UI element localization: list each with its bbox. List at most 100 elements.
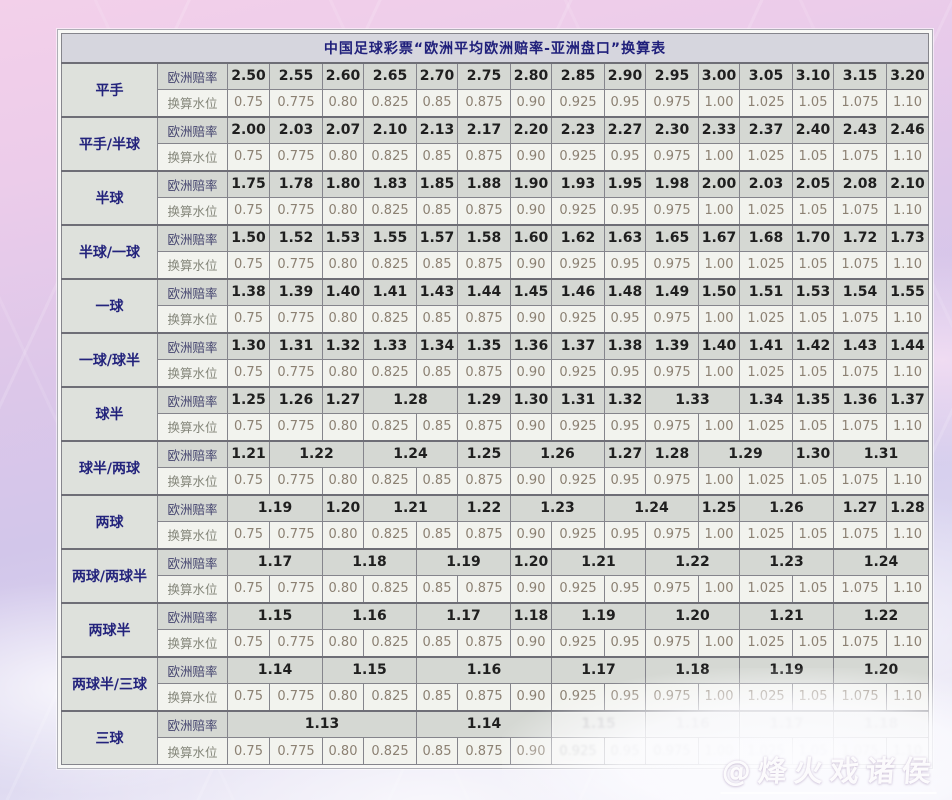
water-value-cell: 0.975 bbox=[645, 683, 699, 711]
handicap-label-cell: 半球 bbox=[61, 169, 158, 225]
odds-value-cell: 2.75 bbox=[457, 61, 511, 90]
water-value-cell: 0.975 bbox=[645, 305, 699, 333]
odds-value-cell: 2.60 bbox=[322, 61, 364, 90]
water-value-cell: 0.85 bbox=[416, 521, 458, 549]
water-value-cell: 0.975 bbox=[645, 89, 699, 117]
odds-value-cell: 1.14 bbox=[227, 655, 323, 684]
water-value-cell: 1.05 bbox=[792, 413, 834, 441]
water-value-cell: 1.025 bbox=[739, 413, 793, 441]
odds-value-cell: 2.10 bbox=[363, 115, 417, 144]
water-value-cell: 1.025 bbox=[739, 467, 793, 495]
water-row-label: 换算水位 bbox=[157, 251, 228, 279]
water-value-cell: 0.75 bbox=[227, 143, 270, 171]
water-value-cell: 0.825 bbox=[363, 305, 417, 333]
odds-value-cell: 3.05 bbox=[739, 61, 793, 90]
water-value-cell: 1.10 bbox=[885, 359, 930, 387]
odds-value-cell: 1.20 bbox=[645, 601, 740, 630]
water-value-cell: 0.875 bbox=[457, 305, 511, 333]
odds-value-cell: 1.40 bbox=[698, 331, 740, 360]
odds-value-cell: 2.55 bbox=[269, 61, 323, 90]
odds-value-cell: 1.34 bbox=[739, 385, 793, 414]
water-value-cell: 0.90 bbox=[510, 683, 552, 711]
odds-value-cell: 1.78 bbox=[269, 169, 323, 198]
odds-row-label: 欧洲赔率 bbox=[157, 331, 228, 360]
water-value-cell: 0.925 bbox=[551, 143, 605, 171]
water-value-cell: 1.05 bbox=[792, 89, 834, 117]
water-value-cell: 0.75 bbox=[227, 413, 270, 441]
water-value-cell: 0.975 bbox=[645, 359, 699, 387]
water-value-cell: 0.80 bbox=[322, 683, 364, 711]
water-value-cell: 1.075 bbox=[833, 413, 887, 441]
odds-value-cell: 2.17 bbox=[457, 115, 511, 144]
odds-value-cell: 2.43 bbox=[833, 115, 887, 144]
odds-value-cell: 2.90 bbox=[604, 61, 646, 90]
water-value-cell: 0.825 bbox=[363, 359, 417, 387]
odds-value-cell: 2.46 bbox=[885, 115, 930, 144]
odds-value-cell: 1.31 bbox=[551, 385, 605, 414]
odds-value-cell: 2.03 bbox=[269, 115, 323, 144]
odds-value-cell: 1.35 bbox=[792, 385, 834, 414]
water-value-cell: 0.825 bbox=[363, 251, 417, 279]
odds-value-cell: 1.52 bbox=[269, 223, 323, 252]
water-value-cell: 1.025 bbox=[739, 521, 793, 549]
odds-row-label: 欧洲赔率 bbox=[157, 493, 228, 522]
odds-value-cell: 1.67 bbox=[698, 223, 740, 252]
water-value-cell: 0.825 bbox=[363, 629, 417, 657]
odds-value-cell: 2.95 bbox=[645, 61, 699, 90]
water-value-cell: 0.775 bbox=[269, 251, 323, 279]
odds-value-cell: 1.38 bbox=[604, 331, 646, 360]
odds-row-label: 欧洲赔率 bbox=[157, 115, 228, 144]
odds-value-cell: 1.39 bbox=[645, 331, 699, 360]
water-value-cell: 0.975 bbox=[645, 737, 699, 765]
water-value-cell: 1.10 bbox=[885, 629, 930, 657]
odds-value-cell: 1.20 bbox=[510, 547, 552, 576]
water-value-cell: 1.10 bbox=[885, 467, 930, 495]
water-value-cell: 0.75 bbox=[227, 737, 270, 765]
water-value-cell: 1.075 bbox=[833, 305, 887, 333]
water-value-cell: 0.975 bbox=[645, 467, 699, 495]
odds-value-cell: 1.30 bbox=[792, 439, 834, 468]
odds-row-label: 欧洲赔率 bbox=[157, 277, 228, 306]
water-value-cell: 1.10 bbox=[885, 683, 930, 711]
water-value-cell: 0.775 bbox=[269, 305, 323, 333]
odds-value-cell: 1.55 bbox=[363, 223, 417, 252]
odds-value-cell: 3.15 bbox=[833, 61, 887, 90]
odds-value-cell: 2.30 bbox=[645, 115, 699, 144]
odds-value-cell: 1.72 bbox=[833, 223, 887, 252]
odds-value-cell: 3.20 bbox=[885, 61, 930, 90]
water-value-cell: 0.85 bbox=[416, 89, 458, 117]
water-value-cell: 0.85 bbox=[416, 359, 458, 387]
water-value-cell: 0.875 bbox=[457, 413, 511, 441]
water-value-cell: 0.80 bbox=[322, 305, 364, 333]
water-value-cell: 0.80 bbox=[322, 467, 364, 495]
odds-value-cell: 1.54 bbox=[833, 277, 887, 306]
water-row-label: 换算水位 bbox=[157, 413, 228, 441]
water-value-cell: 0.85 bbox=[416, 737, 458, 765]
water-value-cell: 0.875 bbox=[457, 629, 511, 657]
water-value-cell: 0.975 bbox=[645, 575, 699, 603]
water-value-cell: 1.00 bbox=[698, 467, 740, 495]
water-row-label: 换算水位 bbox=[157, 575, 228, 603]
water-value-cell: 1.10 bbox=[885, 305, 930, 333]
odds-value-cell: 1.43 bbox=[416, 277, 458, 306]
water-value-cell: 1.075 bbox=[833, 575, 887, 603]
water-value-cell: 0.875 bbox=[457, 737, 511, 765]
water-value-cell: 0.75 bbox=[227, 521, 270, 549]
odds-value-cell: 1.27 bbox=[322, 385, 364, 414]
water-value-cell: 0.75 bbox=[227, 89, 270, 117]
odds-value-cell: 2.80 bbox=[510, 61, 552, 90]
water-value-cell: 0.925 bbox=[551, 467, 605, 495]
water-value-cell: 0.775 bbox=[269, 629, 323, 657]
odds-value-cell: 2.33 bbox=[698, 115, 740, 144]
water-value-cell: 1.05 bbox=[792, 521, 834, 549]
water-value-cell: 0.95 bbox=[604, 737, 646, 765]
water-value-cell: 1.05 bbox=[792, 305, 834, 333]
water-value-cell: 0.975 bbox=[645, 143, 699, 171]
odds-value-cell: 1.85 bbox=[416, 169, 458, 198]
water-value-cell: 0.925 bbox=[551, 359, 605, 387]
water-value-cell: 1.10 bbox=[885, 575, 930, 603]
water-value-cell: 0.925 bbox=[551, 89, 605, 117]
water-value-cell: 0.925 bbox=[551, 413, 605, 441]
odds-value-cell: 1.55 bbox=[885, 277, 930, 306]
